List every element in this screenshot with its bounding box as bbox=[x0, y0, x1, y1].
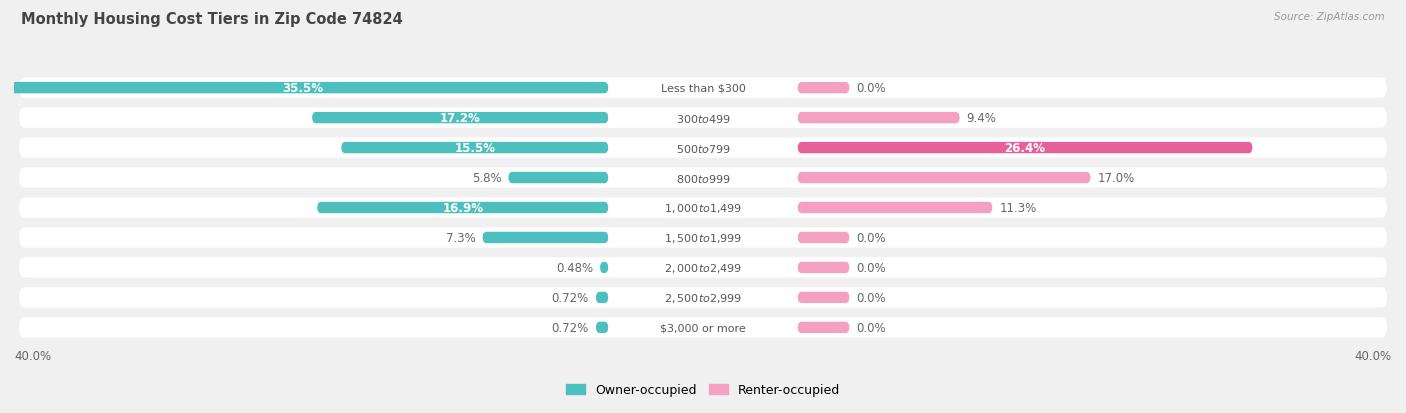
Text: 35.5%: 35.5% bbox=[283, 82, 323, 95]
Text: 0.0%: 0.0% bbox=[856, 231, 886, 244]
FancyBboxPatch shape bbox=[20, 168, 1386, 188]
Text: 0.0%: 0.0% bbox=[856, 82, 886, 95]
FancyBboxPatch shape bbox=[797, 142, 1253, 154]
Text: $1,500 to $1,999: $1,500 to $1,999 bbox=[664, 231, 742, 244]
Text: 5.8%: 5.8% bbox=[472, 172, 502, 185]
Text: 16.9%: 16.9% bbox=[443, 202, 484, 214]
Text: 0.0%: 0.0% bbox=[856, 321, 886, 334]
FancyBboxPatch shape bbox=[20, 108, 1386, 128]
FancyBboxPatch shape bbox=[797, 292, 849, 304]
FancyBboxPatch shape bbox=[20, 287, 1386, 308]
FancyBboxPatch shape bbox=[0, 83, 609, 94]
Text: $1,000 to $1,499: $1,000 to $1,499 bbox=[664, 202, 742, 214]
FancyBboxPatch shape bbox=[509, 172, 609, 184]
Text: Less than $300: Less than $300 bbox=[661, 83, 745, 93]
FancyBboxPatch shape bbox=[20, 228, 1386, 248]
FancyBboxPatch shape bbox=[482, 232, 609, 244]
FancyBboxPatch shape bbox=[20, 318, 1386, 338]
FancyBboxPatch shape bbox=[596, 292, 609, 304]
Text: 40.0%: 40.0% bbox=[1355, 349, 1392, 363]
Text: 26.4%: 26.4% bbox=[1004, 142, 1046, 155]
Text: 7.3%: 7.3% bbox=[446, 231, 475, 244]
FancyBboxPatch shape bbox=[797, 172, 1091, 184]
Text: 0.72%: 0.72% bbox=[551, 321, 589, 334]
FancyBboxPatch shape bbox=[20, 258, 1386, 278]
Text: $300 to $499: $300 to $499 bbox=[675, 112, 731, 124]
FancyBboxPatch shape bbox=[20, 198, 1386, 218]
FancyBboxPatch shape bbox=[797, 262, 849, 273]
FancyBboxPatch shape bbox=[600, 262, 609, 273]
FancyBboxPatch shape bbox=[342, 142, 609, 154]
Text: $800 to $999: $800 to $999 bbox=[675, 172, 731, 184]
Text: $3,000 or more: $3,000 or more bbox=[661, 323, 745, 332]
FancyBboxPatch shape bbox=[797, 83, 849, 94]
Text: 0.0%: 0.0% bbox=[856, 291, 886, 304]
FancyBboxPatch shape bbox=[797, 113, 960, 124]
Text: 0.48%: 0.48% bbox=[555, 261, 593, 274]
Legend: Owner-occupied, Renter-occupied: Owner-occupied, Renter-occupied bbox=[561, 378, 845, 401]
FancyBboxPatch shape bbox=[797, 202, 993, 214]
Text: 9.4%: 9.4% bbox=[966, 112, 997, 125]
Text: 17.0%: 17.0% bbox=[1098, 172, 1135, 185]
Text: 17.2%: 17.2% bbox=[440, 112, 481, 125]
Text: $500 to $799: $500 to $799 bbox=[675, 142, 731, 154]
Text: $2,500 to $2,999: $2,500 to $2,999 bbox=[664, 291, 742, 304]
Text: 0.72%: 0.72% bbox=[551, 291, 589, 304]
FancyBboxPatch shape bbox=[797, 322, 849, 333]
FancyBboxPatch shape bbox=[318, 202, 609, 214]
Text: Source: ZipAtlas.com: Source: ZipAtlas.com bbox=[1274, 12, 1385, 22]
Text: Monthly Housing Cost Tiers in Zip Code 74824: Monthly Housing Cost Tiers in Zip Code 7… bbox=[21, 12, 404, 27]
FancyBboxPatch shape bbox=[312, 113, 609, 124]
Text: 15.5%: 15.5% bbox=[454, 142, 495, 155]
FancyBboxPatch shape bbox=[20, 78, 1386, 99]
Text: $2,000 to $2,499: $2,000 to $2,499 bbox=[664, 261, 742, 274]
Text: 11.3%: 11.3% bbox=[1000, 202, 1036, 214]
Text: 40.0%: 40.0% bbox=[14, 349, 51, 363]
FancyBboxPatch shape bbox=[596, 322, 609, 333]
Text: 0.0%: 0.0% bbox=[856, 261, 886, 274]
FancyBboxPatch shape bbox=[20, 138, 1386, 158]
FancyBboxPatch shape bbox=[797, 232, 849, 244]
